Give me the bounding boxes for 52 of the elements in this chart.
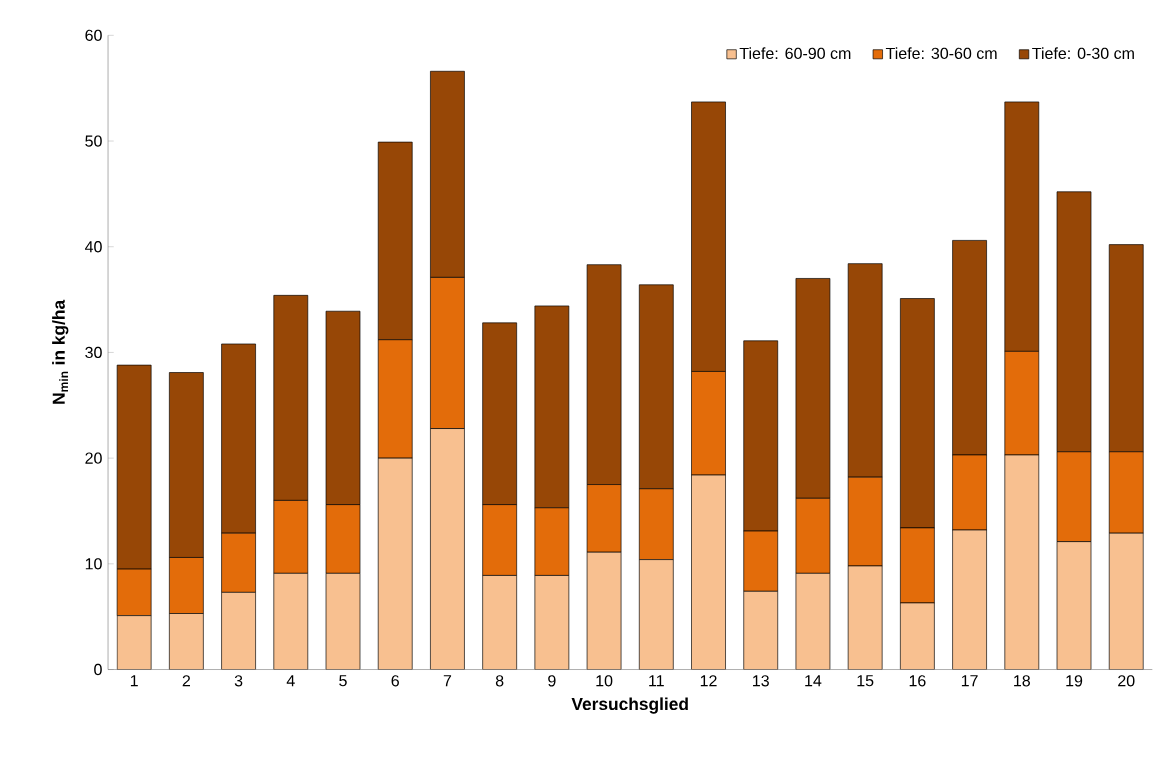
bar	[325, 573, 361, 670]
x-tick-label: 18	[1014, 675, 1030, 687]
bar	[482, 575, 517, 670]
x-tick-label: 6	[391, 675, 399, 687]
x-tick-label: 16	[909, 675, 926, 687]
bar	[430, 428, 465, 670]
x-tick-label: 8	[495, 675, 504, 687]
bar	[638, 559, 674, 670]
bar	[586, 552, 622, 670]
bar	[116, 615, 152, 670]
x-tick-label: 9	[548, 675, 556, 687]
bar	[952, 529, 987, 670]
x-tick-label: 4	[286, 675, 295, 687]
bar	[743, 591, 779, 670]
bar	[795, 573, 831, 670]
bar	[691, 474, 726, 670]
y-tick-label: 30	[85, 346, 102, 359]
legend-label: Tiefe: 30-60 cm	[885, 47, 997, 60]
x-tick-label: 17	[961, 675, 978, 687]
bar	[377, 458, 413, 670]
x-tick-label: 19	[1066, 675, 1083, 687]
y-tick-label: 60	[85, 29, 102, 42]
x-tick-label: 3	[234, 675, 243, 687]
x-tick-label: 2	[182, 675, 190, 687]
y-tick-label: 40	[85, 241, 102, 253]
bar	[900, 602, 935, 670]
x-tick-label: 5	[339, 675, 347, 687]
y-tick-label: 20	[85, 452, 102, 464]
x-tick-label: 20	[1118, 675, 1135, 687]
x-tick-label: 13	[753, 675, 769, 687]
y-tick-label: 0	[94, 664, 102, 676]
bar	[1056, 541, 1092, 670]
x-tick-label: 12	[700, 675, 717, 687]
bar	[1004, 454, 1040, 670]
bar	[221, 592, 256, 670]
x-tick-label: 11	[649, 675, 664, 687]
bar	[847, 565, 883, 670]
x-tick-label: 10	[596, 675, 613, 687]
bar	[169, 613, 204, 670]
legend-label: Tiefe: 60-90 cm	[739, 47, 851, 60]
y-tick-label: 10	[85, 558, 102, 570]
bar	[1108, 533, 1144, 670]
y-tick-label: 50	[85, 135, 102, 147]
x-tick-label: 14	[805, 675, 822, 687]
x-axis-title: Versuchsglied	[571, 697, 688, 714]
legend-label: Tiefe: 0-30 cm	[1032, 47, 1134, 60]
bar	[534, 575, 570, 670]
bar	[273, 573, 309, 670]
x-tick-label: 7	[443, 675, 452, 687]
y-axis-title: N$_{min}$ in kg/ha	[52, 300, 69, 405]
x-tick-label: 1	[130, 675, 138, 687]
x-tick-label: 15	[857, 675, 874, 687]
